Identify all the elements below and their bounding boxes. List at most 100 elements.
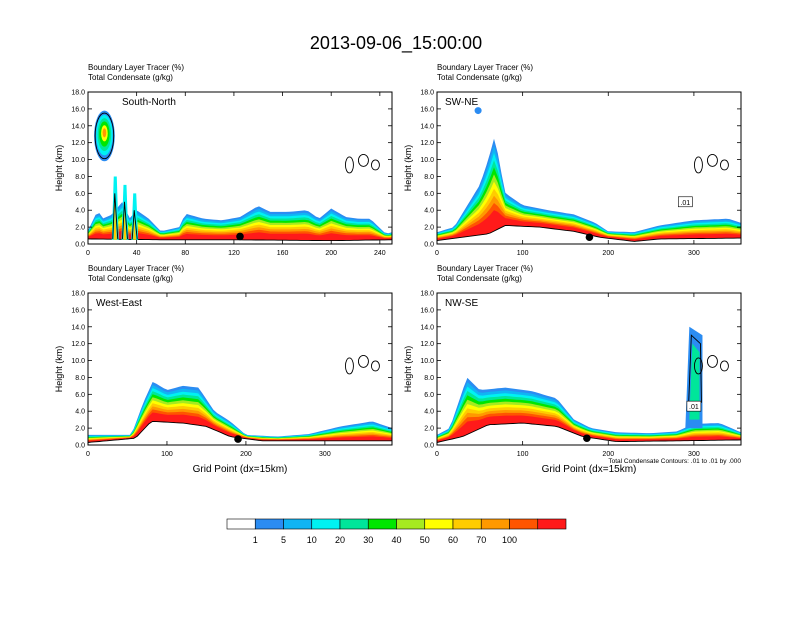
y-tick-label: 0.0 [424,443,434,450]
condensate-contour [719,360,729,372]
y-tick-label: 6.0 [75,191,85,198]
y-tick-label: 14.0 [420,324,434,331]
contour-label-box [678,196,693,208]
condensate-contour [706,153,718,167]
panel-title-tracer: Boundary Layer Tracer (%) [437,264,533,273]
colorbar-box [537,518,567,530]
y-tick-label: 10.0 [71,157,85,164]
blue-dot [474,107,482,115]
y-tick-label: 16.0 [420,106,434,113]
x-tick-label: 160 [277,250,289,257]
upper-cloud-contour [94,112,115,160]
x-tick-label: 200 [602,451,614,458]
plume-contour [112,193,119,239]
x-tick-label: 40 [133,250,141,257]
contour-label: .01 [680,200,690,207]
x-axis-label: Grid Point (dx=15km) [193,464,288,475]
x-axis-label: Grid Point (dx=15km) [542,464,637,475]
y-tick-label: 4.0 [75,208,85,215]
y-axis-label: Height (km) [403,145,413,192]
y-tick-label: 0.0 [424,242,434,249]
colorbar-box [226,518,256,530]
x-tick-label: 0 [86,250,90,257]
colorbar-label: 50 [420,535,430,545]
upper-cloud-layer [102,128,107,138]
colorbar-label: 10 [307,535,317,545]
colorbar: 1 5 10 20 30 40 50 60 70 100 [226,518,567,545]
y-tick-label: 12.0 [420,341,434,348]
colorbar-box [311,518,341,530]
colorbar-label: 1 [253,535,258,545]
colorbar-box [452,518,482,530]
panel-title-tracer: Boundary Layer Tracer (%) [88,63,184,72]
colorbar-label: 30 [363,535,373,545]
panel-title-condensate: Total Condensate (g/kg) [437,274,522,283]
y-tick-label: 6.0 [424,191,434,198]
y-tick-label: 12.0 [420,140,434,147]
panel-label: NW-SE [445,298,478,309]
location-marker [234,435,242,443]
x-tick-label: 200 [602,250,614,257]
y-tick-label: 8.0 [75,174,85,181]
colorbar-label: 70 [476,535,486,545]
x-tick-label: 100 [517,451,529,458]
x-tick-label: 300 [319,451,331,458]
location-marker [585,233,594,242]
plot-frame [436,91,742,245]
panel-west-east: 0.0 2.0 4.0 6.0 8.0 10.0 12.0 14.0 16.0 18.0 0 100 2… [54,264,393,475]
y-tick-label: 14.0 [71,324,85,331]
x-tick-label: 240 [374,250,386,257]
colorbar-label: 40 [391,535,401,545]
tracer-band-11 [437,415,741,443]
contour-label: .01 [689,404,699,411]
x-tick-label: 300 [688,451,700,458]
y-tick-label: 12.0 [71,341,85,348]
colorbar-box [509,518,539,530]
colorbar-label: 20 [335,535,345,545]
x-tick-label: 0 [435,250,439,257]
y-tick-label: 8.0 [424,375,434,382]
colorbar-box [424,518,454,530]
plume-contour [131,210,138,239]
y-tick-label: 10.0 [71,358,85,365]
plume-core [123,210,127,240]
y-tick-label: 8.0 [424,174,434,181]
colorbar-box [396,518,426,530]
condensate-contour [370,159,380,171]
y-tick-label: 18.0 [420,291,434,298]
y-tick-label: 2.0 [75,426,85,433]
contour-footnote: Total Condensate Contours: .01 to .01 by… [608,458,741,465]
y-tick-label: 18.0 [71,291,85,298]
y-tick-label: 18.0 [71,90,85,97]
condensate-contour [693,156,703,174]
plume-core [113,201,117,240]
y-tick-label: 14.0 [420,123,434,130]
colorbar-box [254,518,284,530]
condensate-contour [719,159,729,171]
y-axis-label: Height (km) [54,145,64,192]
x-tick-label: 0 [435,451,439,458]
colorbar-box [367,518,397,530]
y-tick-label: 2.0 [75,225,85,232]
y-tick-label: 16.0 [420,307,434,314]
tracer-field [88,354,392,443]
x-tick-label: 80 [181,250,189,257]
plume-core [133,218,137,240]
colorbar-label: 5 [281,535,286,545]
y-tick-label: 2.0 [424,426,434,433]
condensate-contour [344,156,354,174]
panel-title-tracer: Boundary Layer Tracer (%) [437,63,533,72]
plot-frame [87,91,393,245]
condensate-contour [693,357,703,375]
y-axis-label: Height (km) [403,346,413,393]
tracer-field [88,110,392,242]
colorbar-label: 60 [448,535,458,545]
y-tick-label: 10.0 [420,358,434,365]
plot-frame [436,292,742,446]
location-marker [236,232,244,241]
y-tick-label: 2.0 [424,225,434,232]
colorbar-box [283,518,313,530]
y-tick-label: 4.0 [424,208,434,215]
colorbar-box [339,518,369,530]
